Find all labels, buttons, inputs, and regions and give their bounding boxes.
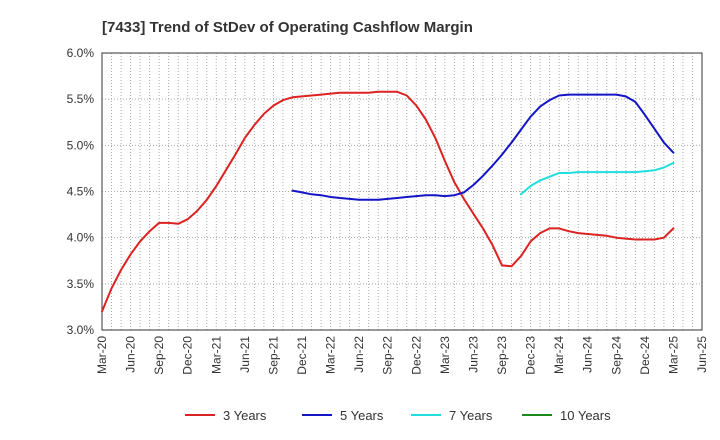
series-line-5-years	[291, 93, 675, 201]
x-tick-label: Jun-21	[238, 336, 252, 373]
x-tick-label: Jun-20	[124, 336, 138, 373]
x-tick-label: Dec-22	[409, 336, 423, 375]
x-tick-label: Jun-24	[581, 336, 595, 373]
x-tick-label: Sep-22	[381, 336, 395, 375]
x-tick-label: Mar-24	[552, 336, 566, 374]
plot-frame	[101, 52, 703, 331]
y-tick-label: 4.5%	[67, 185, 95, 199]
x-tick-label: Jun-22	[352, 336, 366, 373]
legend-label: 5 Years	[340, 408, 384, 423]
legend: 3 Years 5 Years 7 Years 10 Years	[185, 408, 611, 423]
x-tick-label: Dec-20	[181, 336, 195, 375]
series-line-7-years	[520, 161, 675, 196]
y-tick-label: 3.0%	[67, 323, 95, 337]
x-tick-label: Sep-23	[495, 336, 509, 375]
x-tick-label: Mar-21	[209, 336, 223, 374]
x-tick-label: Mar-25	[666, 336, 680, 374]
y-tick-label: 3.5%	[67, 277, 95, 291]
y-tick-label: 5.0%	[67, 138, 95, 152]
x-axis-ticks: Mar-20 Jun-20 Sep-20 Dec-20 Mar-21 Jun-21 Sep-…	[95, 336, 709, 375]
legend-label: 3 Years	[223, 408, 267, 423]
x-tick-label: Dec-23	[524, 336, 538, 375]
legend-label: 7 Years	[449, 408, 493, 423]
y-tick-label: 6.0%	[67, 46, 95, 60]
series-line-3-years	[101, 90, 675, 313]
x-tick-label: Sep-24	[609, 336, 623, 375]
y-tick-label: 5.5%	[67, 92, 95, 106]
x-tick-label: Mar-20	[95, 336, 109, 374]
x-tick-label: Jun-23	[466, 336, 480, 373]
x-tick-label: Mar-22	[324, 336, 338, 374]
x-tick-label: Mar-23	[438, 336, 452, 374]
x-tick-label: Dec-24	[638, 336, 652, 375]
x-tick-label: Dec-21	[295, 336, 309, 375]
chart-title: [7433] Trend of StDev of Operating Cashf…	[102, 19, 473, 36]
x-tick-label: Sep-21	[266, 336, 280, 375]
x-tick-label: Sep-20	[152, 336, 166, 375]
x-tick-label: Jun-25	[695, 336, 709, 373]
series-lines	[101, 90, 675, 313]
y-axis-ticks: 3.0% 3.5% 4.0% 4.5% 5.0% 5.5% 6.0%	[67, 46, 95, 337]
legend-label: 10 Years	[560, 408, 611, 423]
y-tick-label: 4.0%	[67, 231, 95, 245]
